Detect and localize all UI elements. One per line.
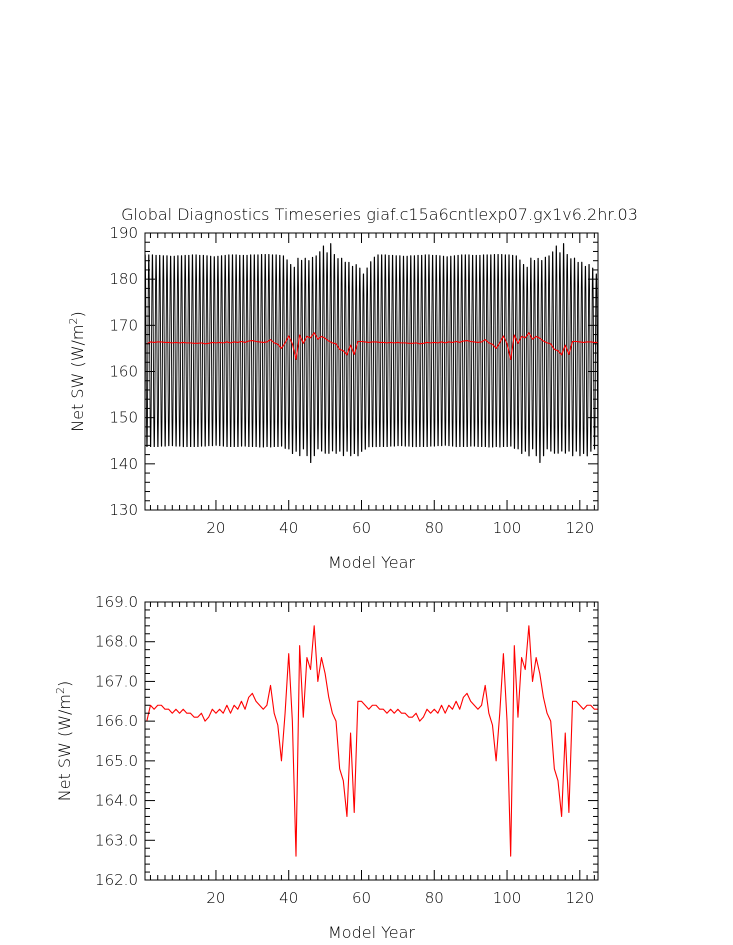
x-tick-label: 100	[493, 889, 522, 907]
plot-area	[145, 243, 598, 464]
y-tick-label: 160	[109, 363, 138, 381]
x-tick-label: 80	[425, 519, 444, 537]
y-axis-label-close: )	[68, 311, 87, 317]
y-tick-label: 130	[109, 501, 138, 519]
x-tick-label: 120	[565, 889, 594, 907]
y-axis-label-text: Net SW (W/m	[55, 694, 74, 801]
y-tick-label: 165.0	[95, 752, 138, 770]
y-tick-label: 180	[109, 270, 138, 288]
y-axis-label: Net SW (W/m2)	[67, 311, 87, 432]
y-tick-label: 168.0	[95, 633, 138, 651]
plot-area	[146, 625, 598, 857]
y-tick-label: 170	[109, 316, 138, 334]
y-axis-label-close: )	[55, 681, 74, 687]
y-tick-label: 166.0	[95, 712, 138, 730]
y-axis-label-superscript: 2	[67, 317, 80, 324]
y-tick-label: 150	[109, 409, 138, 427]
y-axis-label-text: Net SW (W/m	[68, 324, 87, 431]
y-tick-label: 162.0	[95, 871, 138, 889]
x-tick-label: 60	[352, 889, 371, 907]
x-axis-label: Model Year	[328, 923, 415, 942]
x-tick-label: 20	[206, 889, 225, 907]
y-tick-label: 163.0	[95, 831, 138, 849]
x-tick-label: 40	[279, 519, 298, 537]
x-tick-label: 60	[352, 519, 371, 537]
monthly-series-line	[145, 243, 598, 464]
x-axis-label: Model Year	[328, 553, 415, 572]
x-tick-label: 80	[425, 889, 444, 907]
x-tick-label: 20	[206, 519, 225, 537]
plot-frame	[144, 601, 599, 881]
chart-panel-1: Global Diagnostics Timeseries giaf.c15a6…	[67, 205, 638, 572]
y-tick-label: 164.0	[95, 792, 138, 810]
x-tick-label: 100	[493, 519, 522, 537]
annual-mean-series-line	[146, 625, 598, 857]
y-tick-label: 190	[109, 224, 138, 242]
y-axis-label-superscript: 2	[54, 687, 67, 694]
x-tick-label: 120	[565, 519, 594, 537]
y-axis-label: Net SW (W/m2)	[54, 681, 74, 802]
x-tick-label: 40	[279, 889, 298, 907]
y-tick-label: 167.0	[95, 672, 138, 690]
annual-mean-series-line	[146, 332, 598, 361]
chart-title: Global Diagnostics Timeseries giaf.c15a6…	[121, 205, 638, 224]
y-tick-label: 140	[109, 455, 138, 473]
y-tick-label: 169.0	[95, 593, 138, 611]
chart-panel-2: 20 40 60 80 100 120 162.0 163.0 164.0 165.0 166.0 1…	[54, 593, 599, 942]
